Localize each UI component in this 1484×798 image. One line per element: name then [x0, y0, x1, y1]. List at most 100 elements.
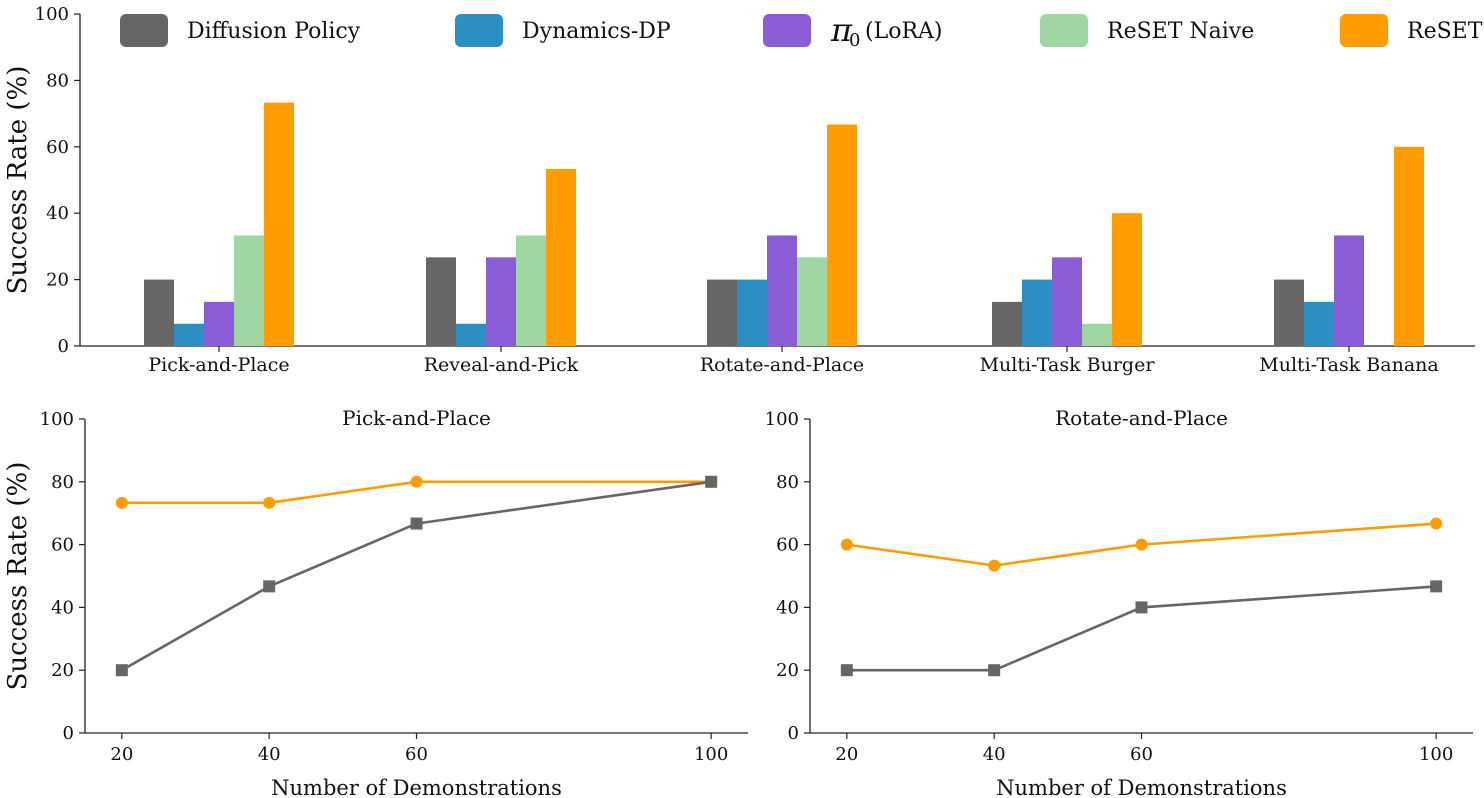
bar-diffusion-4	[1274, 279, 1304, 346]
y-tick-label: 100	[40, 409, 74, 430]
legend-swatch	[120, 14, 168, 47]
legend-swatch	[1040, 14, 1088, 47]
point-diffusion	[705, 475, 718, 488]
y-axis-title: Success Rate (%)	[3, 462, 33, 691]
point-reset	[115, 496, 128, 509]
bar-diffusion-2	[707, 279, 737, 346]
legend-item-0: Diffusion Policy	[120, 14, 361, 47]
x-tick-label: 40	[983, 744, 1006, 765]
y-tick-label: 60	[51, 535, 74, 556]
legend-swatch	[455, 14, 503, 47]
y-tick-label: 0	[63, 723, 74, 744]
legend-label: Dynamics-DP	[522, 19, 671, 44]
bar-dynamics-2	[737, 279, 767, 346]
point-diffusion	[115, 664, 128, 677]
y-tick-label: 40	[776, 597, 799, 618]
x-tick-label: 100	[1419, 744, 1453, 765]
panel-title: Rotate-and-Place	[1055, 406, 1228, 430]
bar-pi0-4	[1334, 235, 1364, 346]
point-diffusion	[410, 517, 423, 530]
point-reset	[263, 496, 276, 509]
legend-label: ReSET Naive	[1107, 19, 1254, 44]
y-tick-label: 60	[776, 535, 799, 556]
bar-pi0-1	[486, 257, 516, 346]
bar-pi0-0	[204, 301, 234, 346]
bar-dynamics-3	[1022, 279, 1052, 346]
bar-diffusion-0	[144, 279, 174, 346]
y-tick-label: 40	[46, 203, 69, 224]
y-tick-label: 100	[35, 4, 69, 25]
bar-dynamics-0	[174, 323, 204, 346]
line-chart-rotate-and-place: 0 20 40 60 80 100 20 40 60 100 Rotate-and-Place Num…	[765, 406, 1473, 798]
x-tick-label: 20	[110, 744, 133, 765]
legend-label: Diffusion Policy	[187, 19, 361, 44]
bar-chart-panel: 0 20 40 60 80 100 Success Rate (%) Pick-and-Pla…	[3, 4, 1475, 376]
y-tick-label: 80	[51, 472, 74, 493]
legend-label: ReSET	[1407, 19, 1483, 44]
series-line-reset	[846, 522, 1437, 567]
bar-reset-0	[264, 102, 294, 346]
y-tick-label: 60	[46, 137, 69, 158]
y-tick-label: 100	[765, 409, 799, 430]
y-tick-label: 80	[46, 70, 69, 91]
x-category-label: Rotate-and-Place	[700, 354, 864, 376]
point-reset	[410, 475, 423, 488]
bar-reset-1	[546, 169, 576, 346]
x-tick-label: 20	[835, 744, 858, 765]
bar-diffusion-1	[426, 257, 456, 346]
y-tick-label: 20	[776, 660, 799, 681]
legend-item-2: π0 (LoRA)	[763, 11, 942, 51]
x-category-label: Multi-Task Burger	[980, 354, 1156, 376]
legend-symbol: π	[830, 11, 853, 49]
bar-dynamics-1	[456, 323, 486, 346]
point-diffusion	[263, 580, 276, 593]
x-tick-label: 60	[405, 744, 428, 765]
y-tick-label: 20	[51, 660, 74, 681]
x-category-label: Multi-Task Banana	[1259, 354, 1438, 376]
bar-reset-3	[1112, 213, 1142, 346]
point-diffusion	[988, 664, 1001, 677]
legend-item-4: ReSET	[1340, 14, 1483, 47]
point-reset	[988, 559, 1001, 572]
y-tick-label: 0	[788, 723, 799, 744]
series-line-diffusion	[846, 585, 1437, 672]
legend-swatch	[763, 14, 811, 47]
legend-label: (LoRA)	[865, 19, 942, 44]
x-category-label: Reveal-and-Pick	[424, 354, 579, 376]
x-axis-title: Number of Demonstrations	[996, 776, 1287, 798]
panel-title: Pick-and-Place	[342, 406, 491, 430]
x-axis-title: Number of Demonstrations	[271, 776, 562, 798]
x-tick-label: 40	[258, 744, 281, 765]
bar-pi0-3	[1052, 257, 1082, 346]
y-axis-title: Success Rate (%)	[3, 66, 33, 295]
point-reset	[1430, 517, 1443, 530]
bar-naive-3	[1082, 323, 1112, 346]
legend-item-1: Dynamics-DP	[455, 14, 671, 47]
legend-item-3: ReSET Naive	[1040, 14, 1254, 47]
y-tick-label: 40	[51, 597, 74, 618]
bar-naive-0	[234, 235, 264, 346]
series-line-diffusion	[121, 480, 712, 672]
y-tick-label: 0	[58, 336, 69, 357]
bar-reset-4	[1394, 146, 1424, 346]
legend: Diffusion Policy Dynamics-DP π0 (LoRA) ReSET…	[120, 11, 1483, 51]
line-chart-pick-and-place: 0 20 40 60 80 100 20 40 60 100 Pick-and-Place Numbe…	[3, 406, 748, 798]
bar-reset-2	[827, 124, 857, 346]
bar-naive-1	[516, 235, 546, 346]
x-category-label: Pick-and-Place	[148, 354, 289, 376]
series-line-reset	[121, 480, 712, 505]
legend-swatch	[1340, 14, 1388, 47]
legend-subscript: 0	[849, 30, 860, 51]
bar-naive-2	[797, 257, 827, 346]
y-tick-label: 80	[776, 472, 799, 493]
point-diffusion	[1135, 601, 1148, 614]
bar-diffusion-3	[992, 301, 1022, 346]
point-reset	[840, 538, 853, 551]
point-diffusion	[1430, 580, 1443, 593]
point-reset	[1135, 538, 1148, 551]
bar-pi0-2	[767, 235, 797, 346]
bar-dynamics-4	[1304, 301, 1334, 346]
point-diffusion	[840, 664, 853, 677]
x-tick-label: 100	[694, 744, 728, 765]
